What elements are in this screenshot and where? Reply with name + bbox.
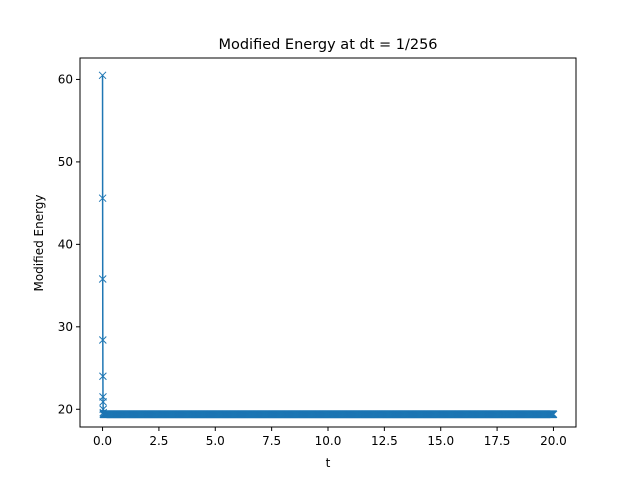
data-point — [99, 397, 107, 406]
chart-title: Modified Energy at dt = 1/256 — [218, 37, 437, 53]
data-point — [98, 336, 107, 344]
series-marks — [98, 71, 558, 419]
data-point — [98, 275, 107, 283]
data-point — [99, 372, 107, 381]
data-point — [98, 71, 107, 80]
data-point — [98, 194, 107, 203]
